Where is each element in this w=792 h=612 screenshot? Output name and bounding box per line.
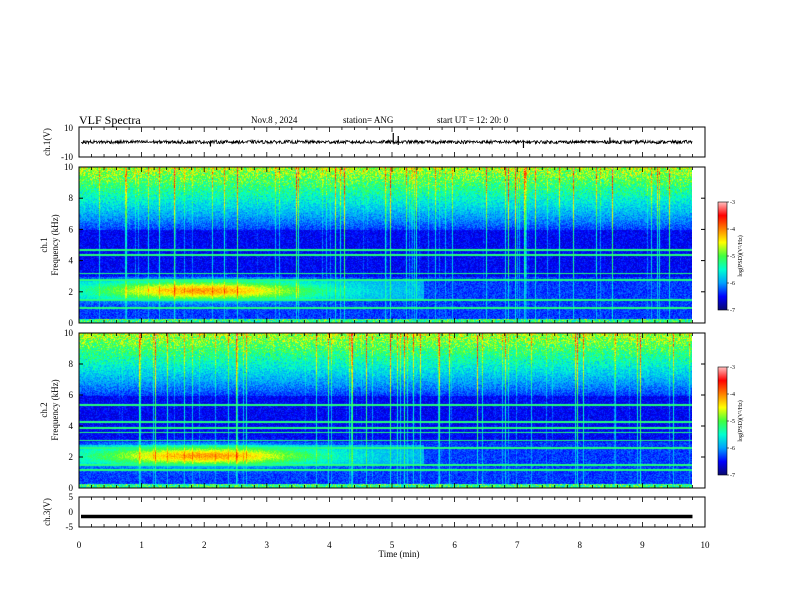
ch2-spectrogram-ytick-label: 8 xyxy=(69,359,74,369)
start-time-text: start UT = 12: 20: 0 xyxy=(437,115,509,125)
ch1-waveform-trace xyxy=(80,133,693,148)
ch2-spectrogram-ytick-label: 10 xyxy=(64,328,74,338)
ch1-spectrogram-ytick-label: 6 xyxy=(69,224,74,234)
ch2-spectrogram-raster xyxy=(79,333,692,488)
ch1-colorbar-tick-label: -4 xyxy=(730,227,735,233)
ch2-spectrogram-panel: 0 2 4 6 8 10 ch.2 Frequency (kHz) -3 -4 -5 -6 -7 l… xyxy=(39,328,744,493)
ch1-spectrogram-raster xyxy=(79,167,692,323)
ch2-colorbar-label: log(PSD)(V²/Hz) xyxy=(737,400,744,441)
time-axis-tick-labels: 0 1 2 3 4 5 6 7 8 9 10 xyxy=(77,540,710,550)
ch1-waveform-line xyxy=(80,138,693,146)
time-axis-ticks xyxy=(78,127,706,527)
time-tick-label: 0 xyxy=(77,540,82,550)
ch2-colorbar-tick-label: -6 xyxy=(730,446,735,452)
time-tick-label: 8 xyxy=(578,540,583,550)
ch1-colorbar: -3 -4 -5 -6 -7 log(PSD)(V²/Hz) xyxy=(717,200,744,314)
ch2-colorbar-tick-label: -4 xyxy=(730,392,735,398)
ch1-spectrogram-ytick-label: 8 xyxy=(69,193,74,203)
date-text: Nov.8 , 2024 xyxy=(251,115,298,125)
ch2-colorbar-tick-label: -3 xyxy=(730,365,735,371)
time-tick-label: 2 xyxy=(202,540,207,550)
time-tick-label: 4 xyxy=(327,540,332,550)
ch1-colorbar-tick-label: -6 xyxy=(730,281,735,287)
ch1-spectrogram-image xyxy=(79,167,692,323)
ch2-spectrogram-ytick-label: 6 xyxy=(69,390,74,400)
ch2-spectrogram-yticks: 0 2 4 6 8 10 xyxy=(64,328,705,493)
ch1-ytick-bottom: -10 xyxy=(61,152,73,162)
ch2-spectrogram-ytick-label: 0 xyxy=(69,483,74,493)
ch2-spectrogram-ytick-label: 2 xyxy=(69,452,74,462)
time-tick-label: 6 xyxy=(452,540,457,550)
ch2-spectrogram-ytick-label: 4 xyxy=(69,421,74,431)
time-tick-label: 3 xyxy=(265,540,270,550)
ch1-spectrogram-ytick-label: 4 xyxy=(69,256,74,266)
ch1-spectrogram-ylabel-channel: ch.1 xyxy=(39,237,49,252)
ch2-spectrogram-image xyxy=(79,333,692,488)
ch1-colorbar-tick-label: -7 xyxy=(730,308,735,314)
ch2-colorbar-tick-label: -5 xyxy=(730,419,735,425)
ch1-spectrogram-panel: 0 2 4 6 8 10 ch.1 Frequency (kHz) -3 -4 -5 -6 -7 l… xyxy=(39,162,744,328)
time-tick-label: 5 xyxy=(390,540,395,550)
ch1-colorbar-label: log(PSD)(V²/Hz) xyxy=(737,235,744,276)
time-axis-label: Time (min) xyxy=(379,549,420,559)
time-tick-label: 1 xyxy=(139,540,144,550)
ch2-spectrogram-ylabel-freq: Frequency (kHz) xyxy=(50,379,60,440)
ch3-ylabel: ch.3(V) xyxy=(42,498,52,526)
ch1-spectrogram-ylabel-freq: Frequency (kHz) xyxy=(50,214,60,275)
ch1-ylabel: ch.1(V) xyxy=(42,128,52,156)
time-tick-label: 9 xyxy=(640,540,645,550)
ch1-colorbar-scale xyxy=(717,201,728,311)
ch1-ytick-top: 10 xyxy=(64,123,74,133)
ch1-spectrogram-ytick-label: 0 xyxy=(69,318,74,328)
ch2-spectrogram-ylabel-channel: ch.2 xyxy=(39,402,49,417)
time-tick-label: 10 xyxy=(701,540,711,550)
figure-title: VLF Spectra xyxy=(79,113,141,127)
ch1-spectrogram-ytick-label: 10 xyxy=(64,162,74,172)
ch3-ytick-5: 5 xyxy=(69,492,74,502)
ch1-colorbar-tick-label: -5 xyxy=(730,254,735,260)
ch1-spectrogram-yticks: 0 2 4 6 8 10 xyxy=(64,162,705,328)
ch1-colorbar-tick-label: -3 xyxy=(730,200,735,206)
ch3-ytick-minus5: -5 xyxy=(66,522,74,532)
ch2-colorbar-tick-label: -7 xyxy=(730,473,735,479)
time-tick-label: 7 xyxy=(515,540,520,550)
station-text: station= ANG xyxy=(343,115,394,125)
ch1-spectrogram-ytick-label: 2 xyxy=(69,287,74,297)
ch2-colorbar-scale xyxy=(717,366,728,476)
ch3-ytick-0: 0 xyxy=(69,507,74,517)
ch2-colorbar: -3 -4 -5 -6 -7 log(PSD)(V²/Hz) xyxy=(717,365,744,479)
